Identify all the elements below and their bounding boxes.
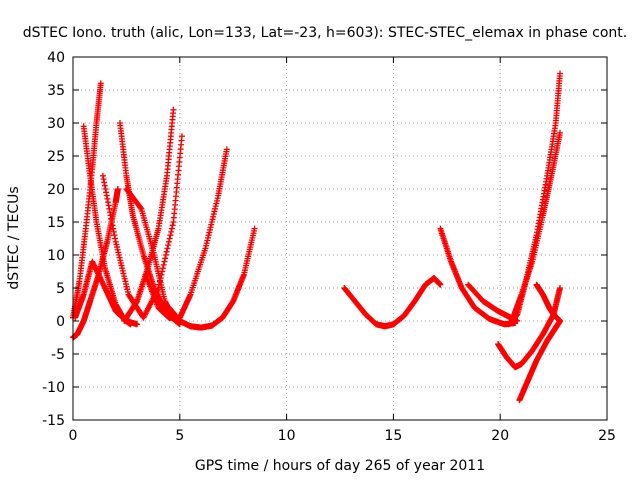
series-14	[505, 70, 564, 328]
data-point	[514, 318, 521, 324]
y-tick-label: 15	[47, 215, 65, 231]
data-point	[161, 258, 168, 265]
y-tick-label: 0	[56, 314, 65, 330]
x-tick-label: 5	[175, 428, 184, 444]
data-point	[97, 80, 104, 87]
series-12	[437, 225, 519, 328]
axis-ticks	[72, 56, 608, 421]
data-point	[165, 242, 172, 249]
data-point	[167, 232, 174, 239]
data-point	[557, 129, 564, 136]
series-11	[341, 275, 444, 330]
data-point	[162, 252, 169, 258]
data-point	[114, 186, 121, 192]
data-point	[557, 318, 564, 324]
series-15	[510, 129, 564, 321]
y-tick-label: 20	[47, 182, 65, 198]
data-point	[164, 245, 171, 252]
y-axis-label: dSTEC / TECUs	[6, 186, 22, 289]
data-point	[168, 228, 175, 235]
y-tick-label: 30	[47, 116, 65, 132]
y-tick-label: 10	[47, 248, 65, 264]
data-point	[251, 225, 258, 232]
y-tick-label: 35	[47, 83, 65, 99]
plot-frame	[72, 56, 608, 421]
data-point	[165, 238, 172, 245]
data-point	[178, 133, 185, 140]
y-tick-label: 5	[56, 281, 65, 297]
x-tick-label: 10	[278, 428, 296, 444]
data-point	[557, 70, 564, 77]
data-point	[162, 255, 169, 262]
x-tick-label: 25	[598, 428, 616, 444]
data-point	[223, 146, 230, 153]
y-tick-label: -15	[42, 413, 65, 429]
series-9	[142, 146, 230, 321]
data-point	[168, 225, 175, 232]
y-tick-label: 25	[47, 149, 65, 165]
tick-labels: 0 5 10 15 20 25 -15 -10 -5 0 5 10 15 20 25 30 35 40	[42, 50, 616, 444]
data-point	[166, 235, 173, 242]
data-point	[159, 265, 166, 272]
data-point	[170, 106, 177, 113]
data-point	[137, 204, 144, 211]
chart-title: dSTEC Iono. truth (alic, Lon=133, Lat=-2…	[23, 25, 627, 41]
series-10	[166, 225, 258, 331]
y-tick-label: -5	[51, 347, 65, 363]
x-tick-label: 0	[69, 428, 78, 444]
data-point	[437, 281, 444, 288]
x-tick-label: 20	[491, 428, 509, 444]
data-point	[557, 285, 564, 291]
series-18	[533, 281, 564, 324]
data-points	[70, 70, 564, 404]
x-tick-label: 15	[384, 428, 402, 444]
data-point	[163, 248, 170, 255]
y-tick-label: -10	[42, 380, 65, 396]
data-point	[134, 321, 141, 328]
series-8	[121, 106, 177, 324]
data-point	[169, 222, 176, 229]
y-tick-label: 40	[47, 50, 65, 66]
data-point	[160, 261, 167, 268]
x-axis-label: GPS time / hours of day 265 of year 2011	[195, 458, 485, 474]
